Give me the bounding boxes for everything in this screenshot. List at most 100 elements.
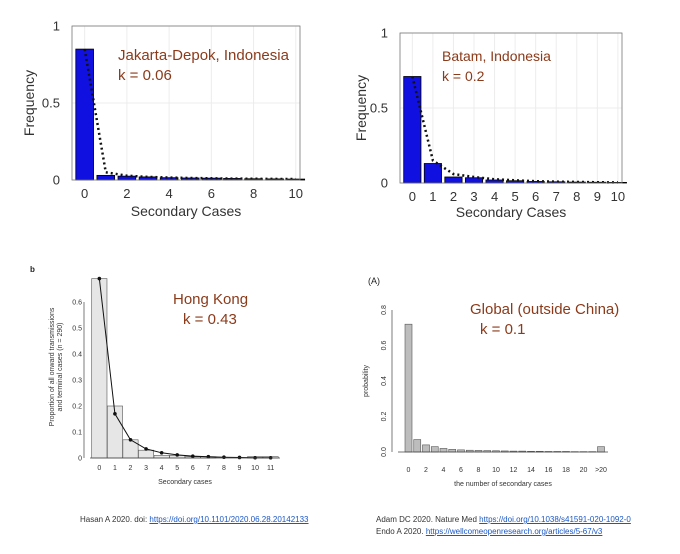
x-tick-label: 7 (206, 465, 210, 472)
x-axis-title: Secondary cases (158, 479, 212, 486)
x-tick-label: 10 (251, 465, 259, 472)
x-tick-label: 11 (267, 465, 274, 472)
citation-hasan-link[interactable]: https://doi.org/10.1101/2020.06.28.20142… (149, 515, 309, 524)
bar (464, 177, 484, 184)
x-tick-label: 18 (562, 467, 570, 474)
x-tick-label: 16 (545, 467, 553, 474)
dispersion-k-annotation: k = 0.2 (442, 68, 485, 84)
x-tick-label: 1 (113, 465, 117, 472)
citation-endo-prefix: Endo A 2020. (376, 527, 424, 536)
y-tick-label: 0.5 (72, 325, 82, 332)
bar (597, 446, 605, 453)
x-tick-label: 10 (289, 186, 303, 201)
x-tick-label: 2 (123, 186, 130, 201)
y-tick-label: 0 (78, 455, 82, 462)
citation-hasan-prefix: Hasan A 2020. doi: (80, 515, 148, 524)
x-axis-title: Secondary Cases (131, 203, 242, 219)
y-tick-label: 0.1 (72, 429, 82, 436)
bar (485, 179, 504, 184)
panel-label: b (30, 265, 35, 274)
y-tick-label: 0 (381, 176, 388, 191)
fit-point (159, 451, 164, 455)
citation-endo: Endo A 2020. https://wellcomeopenresearc… (376, 527, 602, 536)
y-tick-label: 0.2 (72, 403, 82, 410)
bar (448, 449, 457, 453)
x-tick-label: 3 (470, 189, 477, 204)
x-tick-label: 2 (424, 467, 428, 474)
citation-endo-link[interactable]: https://wellcomeopenresearch.org/article… (425, 527, 603, 536)
fit-curve (83, 48, 296, 181)
y-tick-label: 0.5 (370, 101, 388, 116)
x-tick-label: 8 (477, 467, 481, 474)
x-tick-label: 9 (594, 189, 601, 204)
panel-label: (A) (368, 276, 380, 286)
x-tick-label: 4 (160, 465, 164, 472)
chart-jakarta-depok: 0 2 4 6 8 10 0 0.5 1 Secondary Cases Frequency Jaka… (21, 19, 306, 219)
x-tick-label: 4 (442, 467, 446, 474)
y-tick-label: 0 (53, 173, 60, 188)
x-tick-label: 12 (510, 467, 518, 474)
x-tick-label: 14 (527, 467, 535, 474)
x-tick-label: 5 (175, 465, 179, 472)
fit-point (175, 453, 180, 457)
fit-point (190, 454, 195, 458)
x-tick-label: 8 (250, 186, 257, 201)
dispersion-k-annotation: k = 0.06 (118, 67, 172, 84)
bar (423, 163, 442, 184)
plot-frame (399, 32, 623, 184)
fit-point (97, 276, 102, 281)
x-tick-label: 20 (580, 467, 588, 474)
fit-point (128, 438, 133, 442)
y-tick-label: 0.5 (42, 96, 60, 111)
dispersion-k-annotation: k = 0.1 (480, 321, 525, 338)
x-tick-label: 0 (409, 189, 416, 204)
x-tick-label: 4 (165, 186, 172, 201)
x-tick-label: 0 (407, 467, 411, 474)
x-tick-label: 0 (97, 465, 101, 472)
y-tick-label: 0.3 (72, 377, 82, 384)
bar (96, 174, 116, 181)
bar (413, 439, 422, 453)
chart-hong-kong: 0 1 2 3 4 5 6 7 8 9 10 11 0 0.1 0.2 0.3 0.4 0.5 0.6 Seconda… (30, 265, 280, 486)
x-tick-label: >20 (595, 467, 607, 474)
citation-hasan: Hasan A 2020. doi: https://doi.org/10.11… (80, 515, 309, 524)
location-annotation: Batam, Indonesia (442, 48, 551, 64)
x-tick-label: 8 (222, 465, 226, 472)
x-tick-label: 6 (208, 186, 215, 201)
x-tick-label: 8 (573, 189, 580, 204)
y-tick-label: 1 (53, 19, 60, 34)
location-annotation: Jakarta-Depok, Indonesia (118, 47, 290, 64)
x-axis-title: the number of secondary cases (454, 481, 552, 488)
bar (422, 444, 430, 453)
chart-global-outside-china: 0 2 4 6 8 10 12 14 16 18 20 >20 0.0 0.2 0.4 0.6 0.8 the n… (363, 276, 619, 488)
x-tick-label: 6 (532, 189, 539, 204)
citation-adam-link[interactable]: https://doi.org/10.1038/s41591-020-1092-… (479, 515, 631, 524)
citation-adam-prefix: Adam DC 2020. Nature Med (376, 515, 477, 524)
x-tick-label: 4 (491, 189, 498, 204)
bar (444, 176, 463, 184)
location-annotation: Hong Kong (173, 291, 248, 308)
x-tick-label: 5 (511, 189, 518, 204)
x-tick-label: 9 (238, 465, 242, 472)
plot-frame (71, 25, 301, 181)
y-tick-label: 0.6 (72, 299, 82, 306)
y-axis-title: Frequency (21, 70, 37, 136)
x-tick-label: 1 (429, 189, 436, 204)
bar (153, 455, 170, 459)
x-tick-label: 10 (611, 189, 625, 204)
fit-point (222, 455, 226, 460)
bar (403, 76, 422, 184)
x-tick-label: 10 (492, 467, 500, 474)
bar (439, 448, 448, 453)
fit-curve (98, 278, 271, 459)
x-tick-label: 6 (191, 465, 195, 472)
x-axis-title: Secondary Cases (456, 204, 567, 220)
y-tick-label: 0.0 (381, 447, 388, 457)
x-tick-label: 6 (459, 467, 463, 474)
citation-adam: Adam DC 2020. Nature Med https://doi.org… (376, 515, 631, 524)
y-tick-label: 0.8 (381, 305, 388, 315)
y-tick-label: 0.4 (381, 376, 388, 386)
bar (91, 278, 108, 459)
fit-point (206, 454, 211, 459)
